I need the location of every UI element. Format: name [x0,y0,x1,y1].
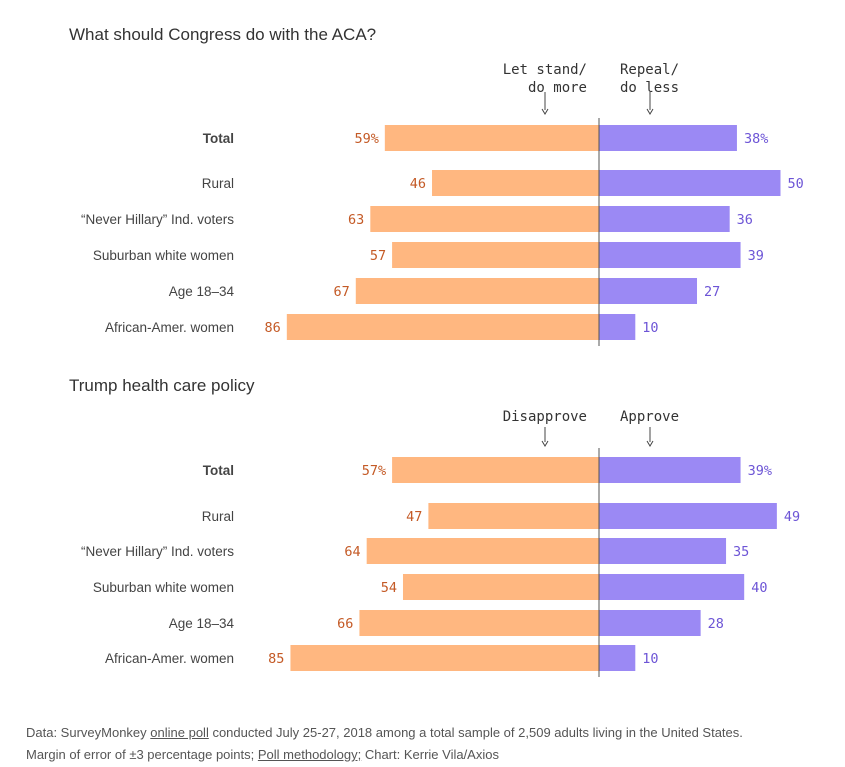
chart1-category-label: Rural [202,176,234,191]
footer-text: conducted July 25-27, 2018 among a total… [208,725,743,740]
chart1-right-bar [599,242,741,268]
chart2-right-bar [599,610,701,636]
chart1-right-value-label: 50 [788,176,804,192]
chart2-right-value-label: 28 [708,616,724,632]
footer-text: Margin of error of ±3 percentage points; [26,747,258,762]
chart2-category-label: African-Amer. women [105,651,234,666]
chart1-left-value-label: 46 [410,176,426,192]
chart2-right-bar [599,503,777,529]
chart2-right-bar [599,645,636,671]
chart2-right-value-label: 49 [784,509,800,525]
chart2-category-label: Total [203,463,234,478]
chart2-left-bar [392,457,599,483]
chart2-left-value-label: 64 [344,544,360,560]
chart2-right-value-label: 40 [751,580,767,596]
chart1-right-bar [599,170,781,196]
chart1-right-bar [599,206,730,232]
chart1-legend-right-label: Repeal/ [620,62,679,78]
chart1-right-value-label: 39 [748,248,764,264]
chart1-left-bar [384,125,599,151]
chart1-left-bar [355,278,599,304]
chart2-category-label: Rural [202,509,234,524]
chart1-left-value-label: 67 [334,284,350,300]
chart1-right-value-label: 38% [744,131,768,147]
chart1-legend-right-label: do less [620,80,679,96]
chart2-category-label: Suburban white women [93,580,234,595]
chart2-left-value-label: 54 [381,580,397,596]
chart2-category-label: “Never Hillary” Ind. voters [81,544,234,559]
chart2-right-bar [599,457,741,483]
chart2-left-value-label: 66 [337,616,353,632]
chart1-right-value-label: 10 [642,320,658,336]
chart1-left-value-label: 59% [354,131,378,147]
poll-methodology-link[interactable]: Poll methodology; [257,747,362,762]
chart-1-title: What should Congress do with the ACA? [69,25,377,44]
chart2-category-label: Age 18–34 [169,616,235,631]
chart1-right-value-label: 27 [704,284,720,300]
chart2-right-value-label: 10 [642,651,658,667]
chart2-right-bar [599,538,727,564]
chart1-right-bar [599,125,737,151]
chart2-left-value-label: 85 [268,651,284,667]
footer-text: Data: SurveyMonkey [26,725,151,740]
chart2-legend-right-label: Approve [620,409,679,425]
chart1-category-label: “Never Hillary” Ind. voters [81,212,234,227]
chart2-right-value-label: 35 [733,544,749,560]
chart1-category-label: Age 18–34 [169,284,235,299]
chart1-legend-left-label: do more [528,80,587,96]
chart1-right-value-label: 36 [737,212,753,228]
chart1-left-value-label: 86 [265,320,281,336]
chart2-left-bar [290,645,599,671]
chart2-legend-right-arrowhead [646,440,654,447]
chart1-legend-right-arrowhead [646,108,654,115]
chart2-legend-left-arrowhead [541,440,549,447]
chart2-left-bar [402,574,599,600]
chart1-category-label: African-Amer. women [105,320,234,335]
chart1-left-value-label: 63 [348,212,364,228]
online-poll-link[interactable]: online poll [150,725,209,740]
chart1-left-value-label: 57 [370,248,386,264]
chart1-category-label: Suburban white women [93,248,234,263]
chart2-right-value-label: 39% [748,463,772,479]
chart2-left-bar [359,610,599,636]
chart1-left-bar [286,314,599,340]
chart2-left-value-label: 47 [406,509,422,525]
chart1-right-bar [599,314,636,340]
footer-line-1: Data: SurveyMonkey online poll conducted… [26,722,743,744]
chart1-left-bar [432,170,599,196]
chart2-left-bar [366,538,599,564]
chart2-left-value-label: 57% [362,463,386,479]
footer-line-2: Margin of error of ±3 percentage points;… [26,744,743,766]
chart1-left-bar [370,206,599,232]
chart1-legend-left-arrowhead [541,108,549,115]
footer: Data: SurveyMonkey online poll conducted… [26,722,743,766]
chart1-category-label: Total [203,131,234,146]
chart1-left-bar [392,242,599,268]
chart-2-title: Trump health care policy [69,376,255,395]
chart2-left-bar [428,503,599,529]
chart1-legend-left-label: Let stand/ [503,62,587,78]
chart1-right-bar [599,278,698,304]
chart2-legend-left-label: Disapprove [503,409,587,425]
footer-text: Chart: Kerrie Vila/Axios [361,747,499,762]
chart2-right-bar [599,574,745,600]
